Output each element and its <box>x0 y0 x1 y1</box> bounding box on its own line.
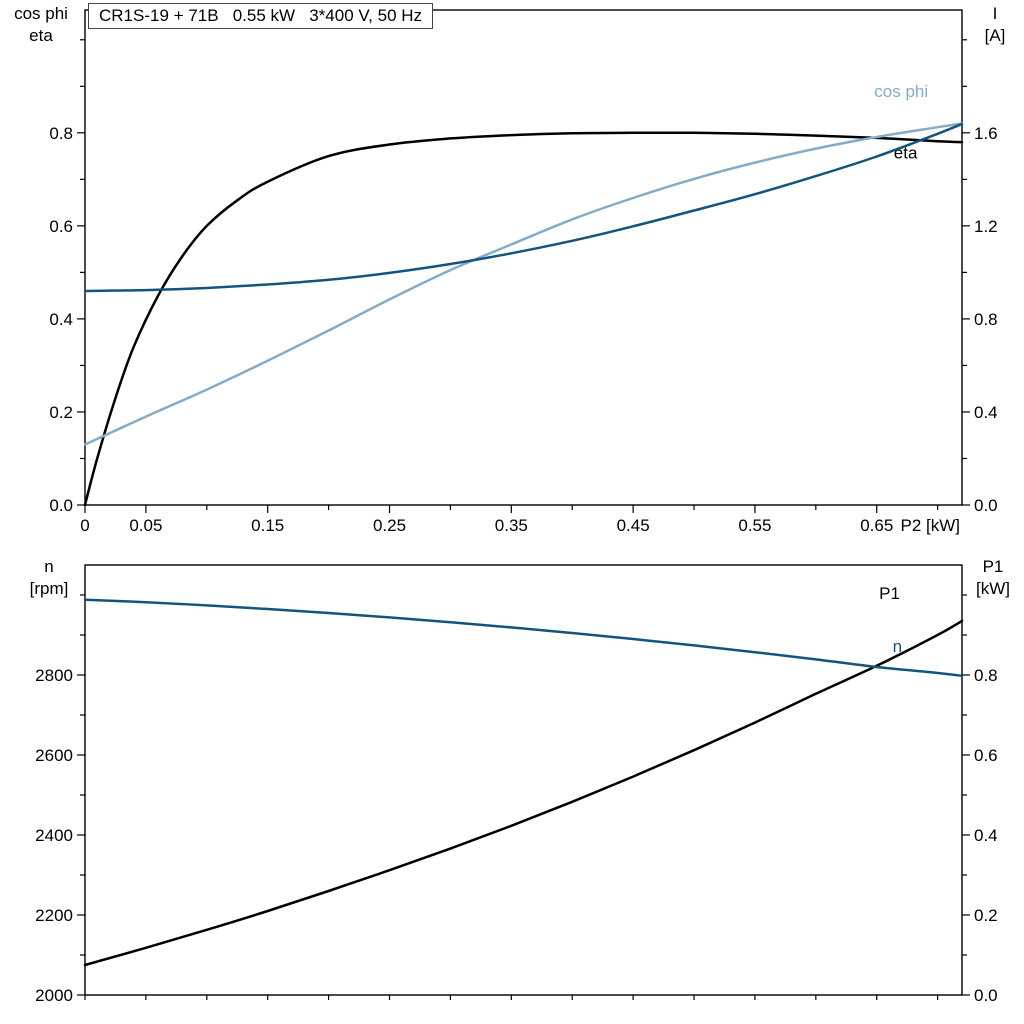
y-right-tick-label: 0.4 <box>974 403 998 422</box>
axis-label-p1-unit: [kW] <box>976 579 1010 598</box>
curve-P1 <box>83 619 964 967</box>
x-tick-label: 0 <box>80 516 89 535</box>
curve-label-n: n <box>893 637 902 656</box>
plot-frame <box>84 564 963 996</box>
lower-chart: 2000 2200 2400 2600 2800 0.0 0.2 0.4 0.6 0.8 P1 n <box>35 564 998 1005</box>
x-tick-label: 0.65 <box>860 516 893 535</box>
plot-frame <box>84 9 963 506</box>
curve-label-P1: P1 <box>879 584 900 603</box>
curve-cos-phi <box>83 122 964 446</box>
y-left-tick-label: 0.0 <box>49 496 73 515</box>
y-right-tick-label: 0.0 <box>974 986 998 1005</box>
x-tick-label: 0.35 <box>495 516 528 535</box>
y-right-tick-label: 1.6 <box>974 124 998 143</box>
y-left-tick-label: 2200 <box>35 906 73 925</box>
y-right-tick-label: 0.8 <box>974 310 998 329</box>
y-right-tick-label: 0.2 <box>974 906 998 925</box>
axis-label-current: I <box>992 4 998 23</box>
chart-title: CR1S-19 + 71B 0.55 kW 3*400 V, 50 Hz <box>88 3 434 29</box>
upper-chart: 0 0.05 0.15 0.25 0.35 0.45 0.55 0.65 P2 [kW] 0.0 0… <box>49 9 998 535</box>
axis-label-current-unit: [A] <box>984 26 1006 45</box>
y-left-tick-label: 2600 <box>35 746 73 765</box>
x-tick-label: 0.25 <box>373 516 406 535</box>
y-right-tick-label: 0.6 <box>974 746 998 765</box>
curve-eta <box>83 131 964 507</box>
y-left-tick-label: 2400 <box>35 826 73 845</box>
y-right-tick-label: 0.0 <box>974 496 998 515</box>
axis-label-cos-phi: cos phi <box>14 4 68 23</box>
bottom-left-axis-label: n [rpm] <box>16 556 82 600</box>
top-right-axis-label: I [A] <box>968 3 1022 47</box>
y-right-tick-label: 0.8 <box>974 666 998 685</box>
x-tick-label: 0.55 <box>738 516 771 535</box>
axis-label-p1: P1 <box>982 557 1004 576</box>
axis-label-eta: eta <box>29 26 53 45</box>
y-left-tick-label: 2000 <box>35 986 73 1005</box>
y-left-tick-label: 2800 <box>35 666 73 685</box>
curve-label-cos-phi: cos phi <box>874 82 928 101</box>
y-left-tick-label: 0.4 <box>49 310 73 329</box>
x-tick-label: 0.15 <box>251 516 284 535</box>
y-right-tick-label: 0.4 <box>974 826 998 845</box>
y-left-tick-label: 0.2 <box>49 403 73 422</box>
x-axis-title: P2 [kW] <box>900 516 960 535</box>
y-left-tick-label: 0.8 <box>49 124 73 143</box>
bottom-right-axis-label: P1 [kW] <box>964 556 1022 600</box>
axis-label-speed: n <box>44 557 54 576</box>
x-tick-label: 0.45 <box>617 516 650 535</box>
y-right-tick-label: 1.2 <box>974 217 998 236</box>
top-left-axis-label: cos phi eta <box>0 3 82 47</box>
y-left-tick-label: 0.6 <box>49 217 73 236</box>
curve-n <box>83 598 964 678</box>
x-tick-label: 0.05 <box>129 516 162 535</box>
axis-label-speed-unit: [rpm] <box>29 579 69 598</box>
curve-I <box>83 122 964 293</box>
